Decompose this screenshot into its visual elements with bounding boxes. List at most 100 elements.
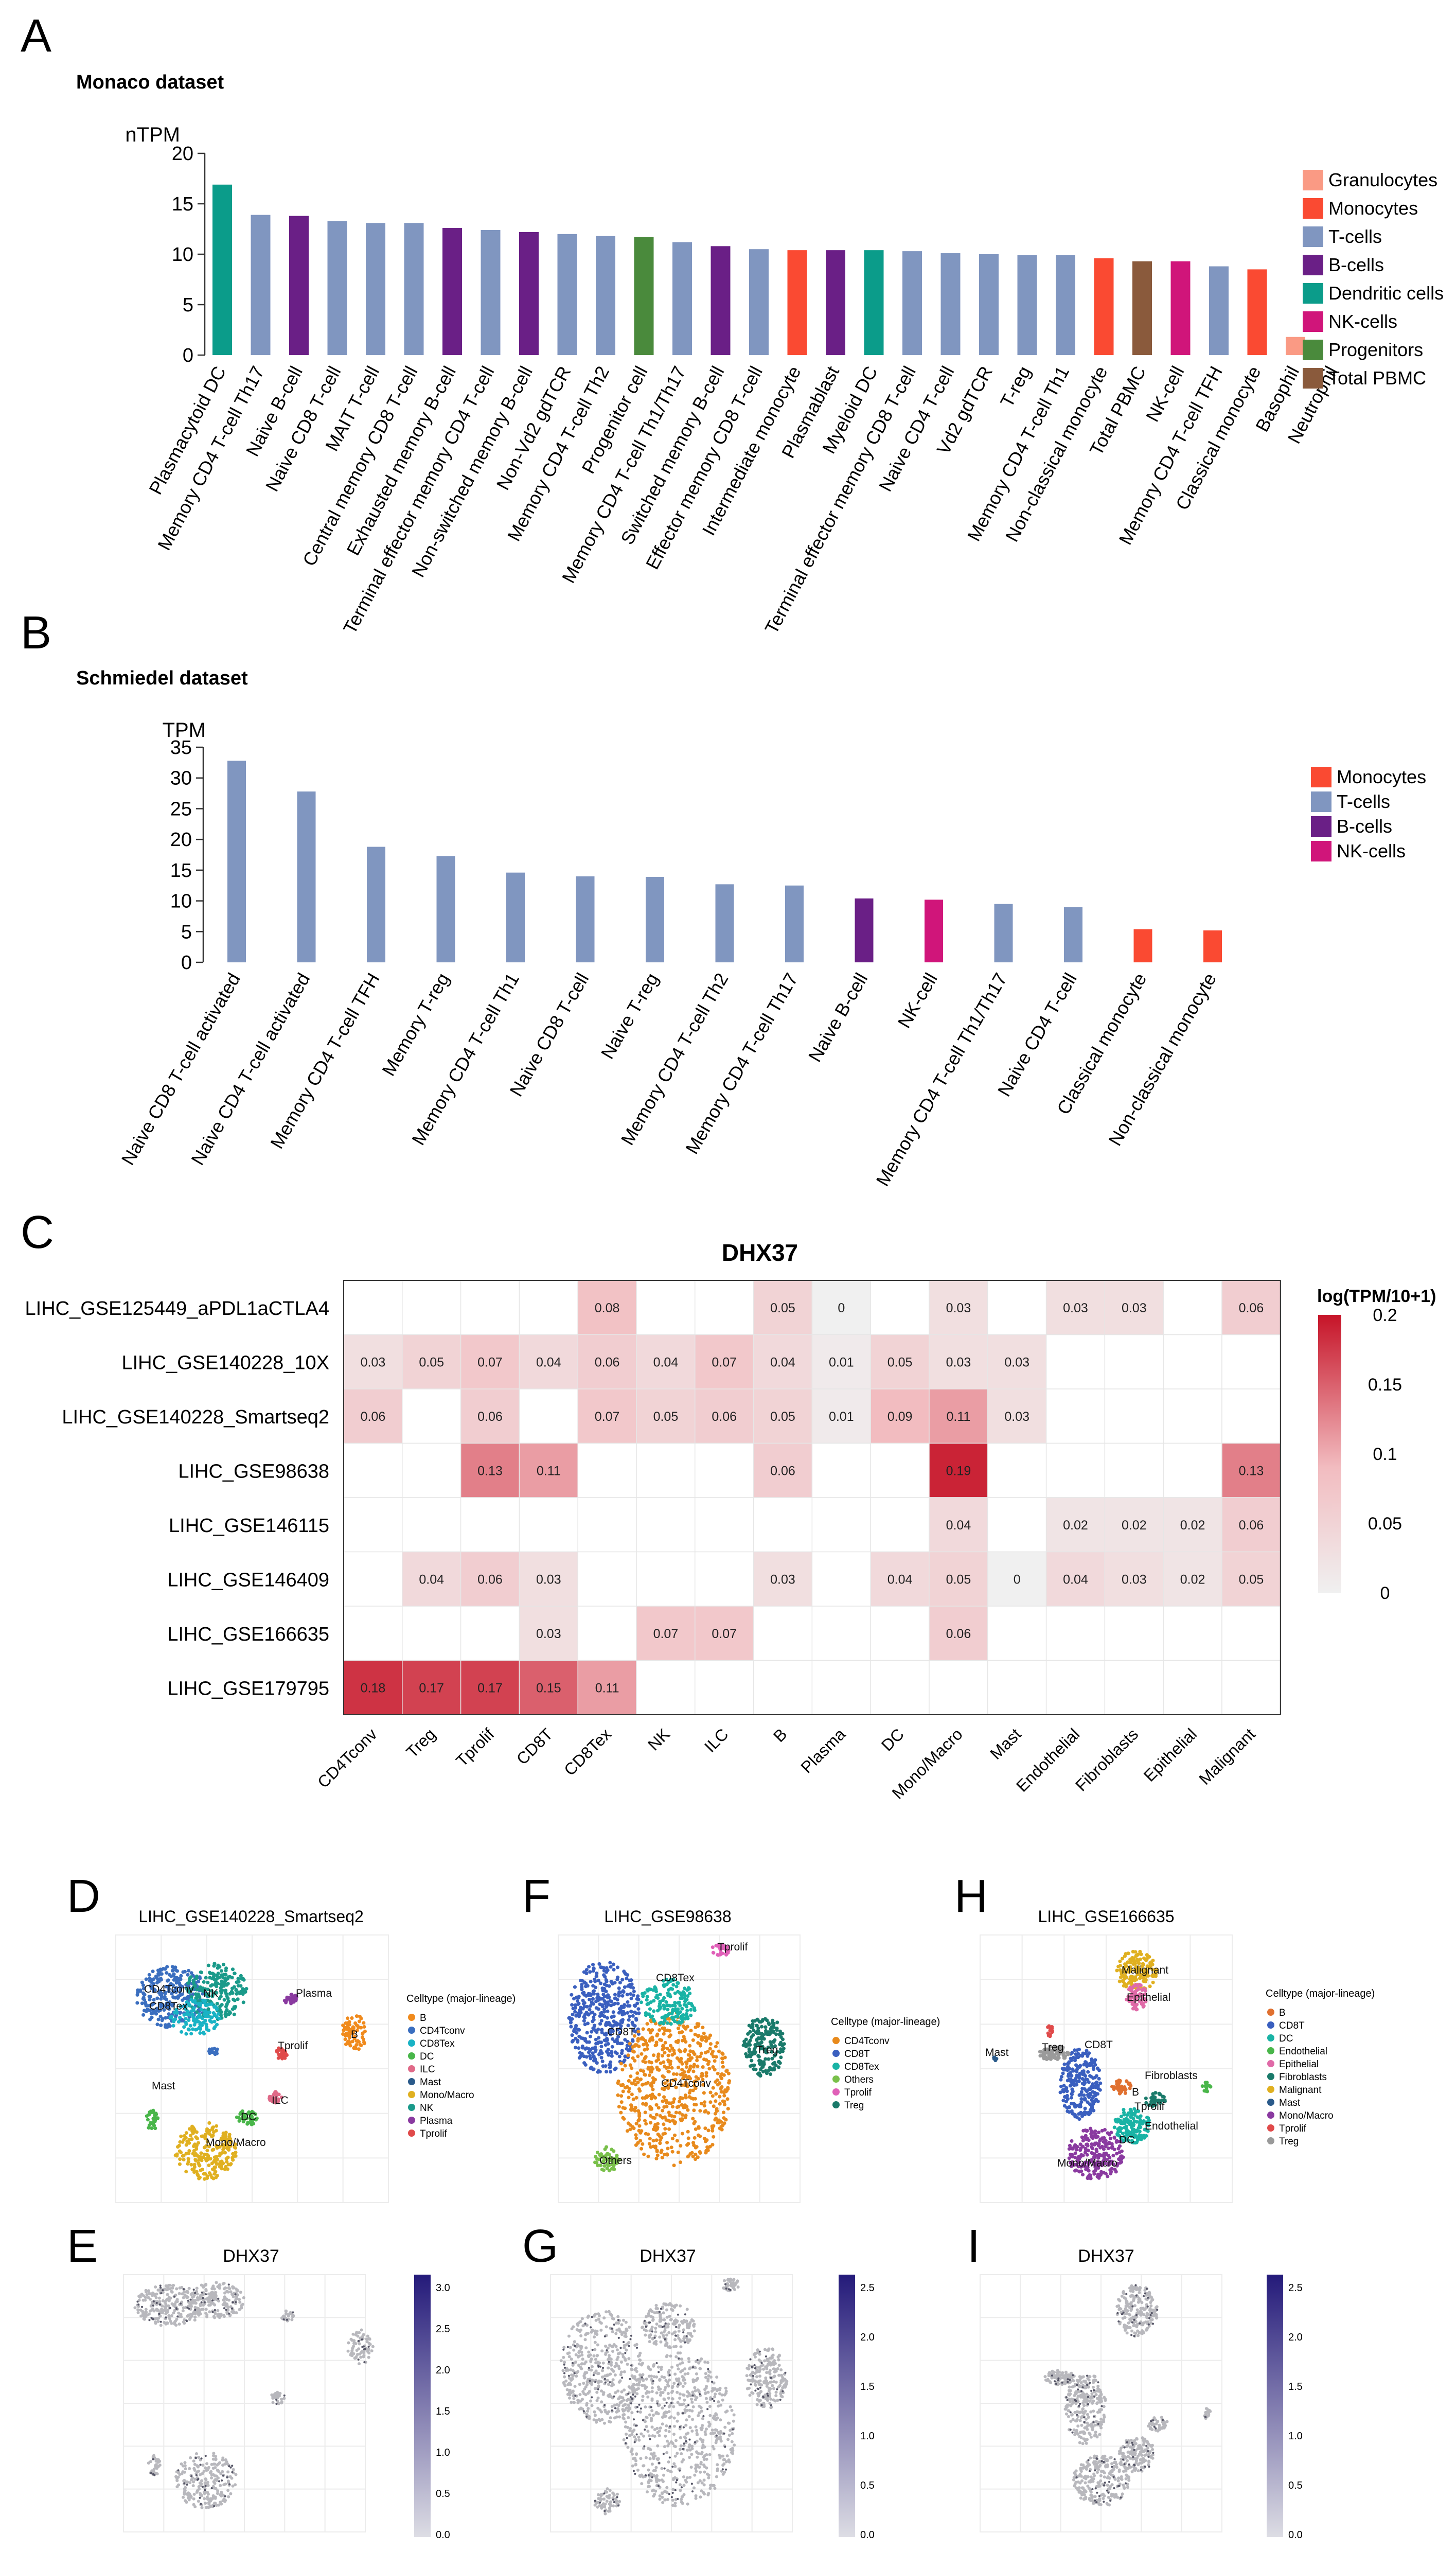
monaco-ylabel: nTPM <box>125 124 180 146</box>
umap-h-legend-item-endothelial: Endothelial <box>1279 2046 1327 2057</box>
heatmap-cell <box>343 1660 403 1715</box>
umap-f-legend-dot-others <box>832 2075 840 2083</box>
monaco-bar-memory-cd4-t-cell-th1 <box>1056 255 1075 355</box>
heatmap-cell <box>1104 1606 1164 1661</box>
heatmap-row-label: LIHC_GSE166635 <box>167 1624 329 1645</box>
heatmap-cell <box>402 1606 461 1661</box>
umap-f-legend-dot-treg <box>832 2101 840 2108</box>
umap-f-cluster-label: Treg <box>756 2044 778 2056</box>
heatmap-cell-value: 0.04 <box>946 1518 971 1533</box>
heatmap-row-label: LIHC_GSE146409 <box>167 1569 329 1591</box>
umap-d-legend-dot-tprolif <box>408 2130 415 2137</box>
heatmap-cell <box>929 1660 988 1715</box>
monaco-bar-switched-memory-b-cell <box>711 246 731 355</box>
heatmap-cell-value: 0.03 <box>536 1572 561 1587</box>
heatmap-cell <box>1221 1280 1281 1335</box>
heatmap-cell <box>460 1442 520 1498</box>
heatmap-cell-value: 0.03 <box>536 1627 561 1641</box>
umap-f-legend-item-tprolif: Tprolif <box>844 2087 872 2098</box>
umapI-cells <box>1072 2454 1131 2507</box>
heatmap-cell <box>636 1551 696 1607</box>
umap-d-legend-item-cd4tconv: CD4Tconv <box>420 2026 465 2036</box>
umapI-cells <box>1043 2369 1076 2386</box>
umapG-colorbar-tick: 1.5 <box>860 2381 875 2392</box>
umap-d-cluster-plasma <box>282 1993 298 2005</box>
monaco-ytick-label: 0 <box>183 345 193 366</box>
heatmap-cell-value: 0.03 <box>1063 1301 1088 1315</box>
schmiedel-legend-swatch-b-cells <box>1311 816 1331 837</box>
heatmap-title: DHX37 <box>722 1239 798 1266</box>
umap-i-title: DHX37 <box>1078 2246 1134 2266</box>
heatmap-cell-value: 0.04 <box>536 1355 561 1369</box>
umap-h-legend-dot-treg <box>1267 2137 1274 2144</box>
umap-f-legend-item-cd8t: CD8T <box>844 2049 870 2060</box>
umap-f-cluster-label: CD4Tconv <box>661 2078 711 2089</box>
heatmap-cell <box>753 1606 813 1661</box>
umap-d-legend-dot-mono-macro <box>408 2091 415 2098</box>
umap-d-legend-dot-cd8tex <box>408 2039 415 2047</box>
umap-h-cluster-label: Malignant <box>1122 1964 1168 1976</box>
umap-h-legend-title: Celltype (major-lineage) <box>1266 1988 1375 1999</box>
heatmap-cell <box>636 1497 696 1553</box>
umap-h-legend-item-treg: Treg <box>1279 2136 1299 2147</box>
umap-h-cluster-dc <box>1112 2107 1151 2145</box>
monaco-ytick-label: 5 <box>183 294 193 316</box>
monaco-bar-terminal-effector-memory-cd8-t-cell <box>902 251 922 355</box>
heatmap-cell-value: 0.11 <box>537 1464 561 1478</box>
schmiedel-bar-memory-cd4-t-cell-th1-th17 <box>994 904 1013 962</box>
schmiedel-bar-naive-cd8-t-cell <box>576 876 595 962</box>
heatmap-cell <box>753 1280 813 1335</box>
umapE-colorbar-tick: 1.5 <box>436 2406 450 2417</box>
umap-h-cluster-endothelial <box>1200 2081 1213 2093</box>
schmiedel-legend-swatch-t-cells <box>1311 791 1331 812</box>
heatmap-cell <box>343 1442 403 1498</box>
umap-f-cluster-label: Tprolif <box>718 1941 748 1953</box>
heatmap-cell-value: 0.03 <box>1122 1572 1147 1587</box>
heatmap-cell <box>1045 1388 1106 1444</box>
monaco-bar-memory-cd4-t-cell-th1-th17 <box>672 242 692 355</box>
umapG-colorbar-tick: 0.5 <box>860 2480 875 2491</box>
heatmap-cell <box>519 1660 578 1715</box>
heatmap-cell <box>1045 1660 1106 1715</box>
heatmap-cell <box>402 1442 461 1498</box>
schmiedel-bar-memory-cd4-t-cell-th1 <box>506 872 525 962</box>
umap-d-legend-dot-nk <box>408 2104 415 2111</box>
heatmap-cell-value: 0.07 <box>712 1627 737 1641</box>
schmiedel-ytick-label: 25 <box>170 798 192 820</box>
heatmap-cell-value: 0.04 <box>887 1572 913 1587</box>
umap-h-legend-dot-mono-macro <box>1267 2111 1274 2119</box>
heatmap-cell <box>1104 1388 1164 1444</box>
umap-h-title: LIHC_GSE166635 <box>1038 1907 1174 1926</box>
heatmap-cell <box>753 1334 813 1389</box>
umapI-expr-cells <box>1122 2441 1155 2471</box>
umap-f-legend-dot-cd8t <box>832 2050 840 2057</box>
umap-d-legend-dot-b <box>408 2014 415 2021</box>
heatmap-cell <box>402 1497 461 1553</box>
panel-label-h: H <box>954 1871 988 1922</box>
heatmap-cell <box>753 1660 813 1715</box>
umap-h-legend-item-mono-macro: Mono/Macro <box>1279 2110 1334 2121</box>
umapE-colorbar-tick: 3.0 <box>436 2282 450 2294</box>
heatmap-cell-value: 0.04 <box>419 1572 444 1587</box>
monaco-ytick-label: 20 <box>172 143 193 165</box>
heatmap-cell <box>929 1334 988 1389</box>
schmiedel-legend-swatch-monocytes <box>1311 767 1331 787</box>
monaco-bar-vd2-gdtcr <box>979 254 999 355</box>
umap-h-cluster-label: B <box>1132 2086 1139 2098</box>
heatmap-colorbar <box>1318 1315 1341 1593</box>
umapG-cells <box>745 2347 789 2409</box>
umap-d-legend-dot-plasma <box>408 2117 415 2124</box>
umapE-colorbar-tick: 0.5 <box>436 2488 450 2500</box>
umap-d-cluster-b <box>341 2014 367 2051</box>
umap-f-cluster-treg <box>741 2017 786 2078</box>
heatmap-cell-value: 0.02 <box>1180 1518 1205 1533</box>
umap-f-cluster-cd8t <box>567 1961 641 2074</box>
heatmap-cell <box>519 1334 578 1389</box>
heatmap-cell <box>870 1280 930 1335</box>
heatmap-cell <box>870 1334 930 1389</box>
umap-f-cluster-others <box>593 2145 622 2173</box>
dhx37-heatmap: DHX37 log(TPM/10+1) 0.08 0.05 0 0.03 0.03 0.0… <box>25 1239 1436 1803</box>
schmiedel-bar-classical-monocyte <box>1133 929 1152 962</box>
schmiedel-bar-nk-cell <box>925 900 943 962</box>
umap-d-cluster-label: CD4Tconv <box>144 1983 194 1995</box>
